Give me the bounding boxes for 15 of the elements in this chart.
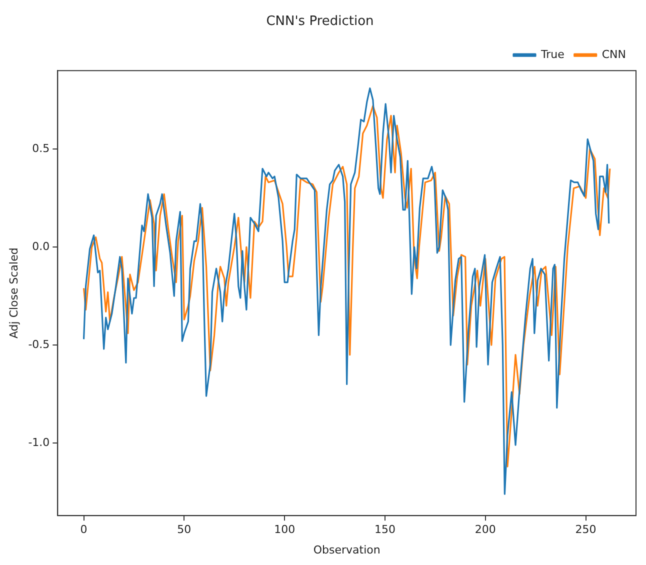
x-tick-label: 250	[575, 523, 596, 536]
x-tick-label: 0	[80, 523, 88, 536]
y-axis-title: Adj Close Scaled	[7, 248, 20, 339]
chart-title: CNN's Prediction	[266, 14, 374, 30]
x-tick-label: 200	[474, 523, 496, 536]
x-axis-title: Observation	[313, 543, 380, 556]
y-tick-label: 0.5	[32, 142, 50, 155]
x-tick-label: 50	[177, 523, 192, 536]
x-tick-label: 150	[374, 523, 396, 536]
legend-label: True	[540, 48, 565, 61]
y-tick-label: -0.5	[28, 338, 50, 351]
legend-label: CNN	[602, 48, 626, 61]
y-tick-label: -1.0	[28, 436, 50, 449]
y-tick-label: 0.0	[32, 240, 50, 253]
x-tick-label: 100	[274, 523, 296, 536]
